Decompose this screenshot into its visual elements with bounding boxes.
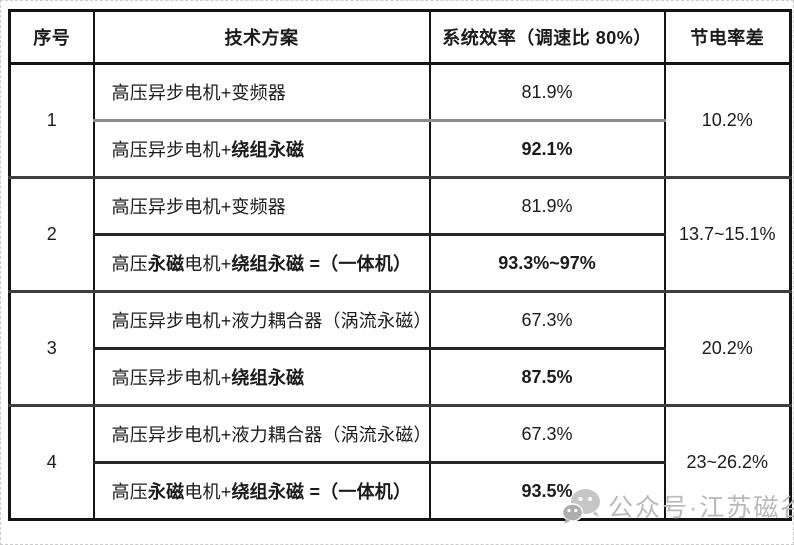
efficiency-cell: 67.3%	[428, 291, 666, 350]
scheme-cell: 高压异步电机+变频器	[92, 63, 431, 122]
efficiency-cell: 81.9%	[428, 177, 666, 236]
header-cell-efficiency: 系统效率（调速比 80%）	[428, 10, 666, 65]
table-row: 高压永磁电机+绕组永磁 =（一体机） 93.3%~97%	[10, 234, 791, 292]
table-group-2: 2 高压异步电机+变频器 81.9% 13.7~15.1% 高压永磁电机+绕组永…	[8, 177, 792, 292]
table-group-1: 1 高压异步电机+变频器 81.9% 10.2% 高压异步电机+绕组永磁 92.…	[8, 63, 792, 178]
table-group-3: 3 高压异步电机+液力耦合器（涡流永磁） 67.3% 20.2% 高压异步电机+…	[8, 291, 792, 406]
efficiency-cell: 87.5%	[428, 348, 666, 406]
saving-cell: 23~26.2%	[663, 405, 792, 520]
table-row: 4 高压异步电机+液力耦合器（涡流永磁） 67.3% 23~26.2%	[8, 405, 792, 520]
efficiency-cell: 81.9%	[428, 63, 666, 122]
table-row: 1 高压异步电机+变频器 81.9% 10.2%	[8, 63, 792, 178]
saving-cell: 10.2%	[663, 63, 792, 178]
header-cell-index: 序号	[8, 10, 95, 65]
efficiency-cell: 93.3%~97%	[428, 234, 666, 292]
scheme-cell: 高压异步电机+液力耦合器（涡流永磁）	[92, 291, 431, 350]
table-row: 3 高压异步电机+液力耦合器（涡流永磁） 67.3% 20.2%	[8, 291, 792, 406]
scheme-cell: 高压永磁电机+绕组永磁 =（一体机）	[92, 234, 431, 292]
efficiency-cell: 92.1%	[428, 120, 666, 178]
header-row: 序号 技术方案 系统效率（调速比 80%） 节电率差	[8, 10, 792, 65]
table-group-4: 4 高压异步电机+液力耦合器（涡流永磁） 67.3% 23~26.2% 高压永磁…	[8, 405, 792, 520]
scheme-cell: 高压异步电机+绕组永磁	[92, 348, 431, 406]
saving-cell: 13.7~15.1%	[663, 177, 792, 292]
table-row: 高压异步电机+绕组永磁 92.1%	[10, 120, 791, 178]
table-row: 2 高压异步电机+变频器 81.9% 13.7~15.1%	[8, 177, 792, 292]
row-number: 4	[8, 405, 95, 520]
saving-cell: 20.2%	[663, 291, 792, 406]
row-number: 3	[8, 291, 95, 406]
header-cell-scheme: 技术方案	[92, 10, 431, 65]
table-row: 高压异步电机+绕组永磁 87.5%	[10, 348, 791, 406]
efficiency-comparison-table: 序号 技术方案 系统效率（调速比 80%） 节电率差 1 高压异步电机+变频器 …	[8, 9, 792, 521]
row-number: 2	[8, 177, 95, 292]
scheme-cell: 高压异步电机+液力耦合器（涡流永磁）	[92, 405, 431, 464]
scheme-cell: 高压异步电机+变频器	[92, 177, 431, 236]
scheme-cell: 高压永磁电机+绕组永磁 =（一体机）	[92, 462, 431, 520]
scheme-cell: 高压异步电机+绕组永磁	[92, 120, 431, 178]
row-number: 1	[8, 63, 95, 178]
table-row: 高压永磁电机+绕组永磁 =（一体机） 93.5%	[10, 462, 791, 520]
efficiency-cell: 67.3%	[428, 405, 666, 464]
header-cell-saving: 节电率差	[663, 10, 792, 65]
efficiency-cell: 93.5%	[428, 462, 666, 520]
